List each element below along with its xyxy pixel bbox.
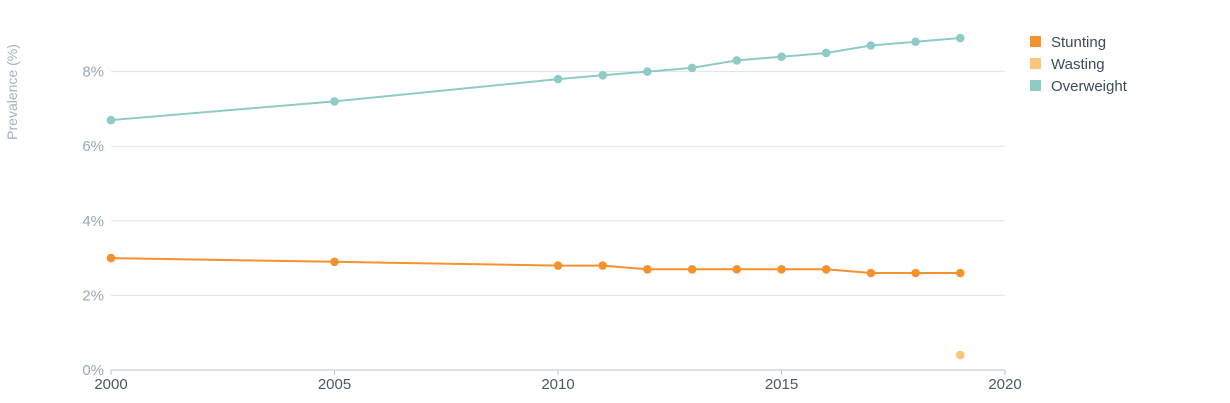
y-tick-label: 6% [82,138,104,155]
stunting-point[interactable] [821,264,831,274]
legend-label: Stunting [1051,34,1106,51]
stunting-point[interactable] [911,268,920,278]
legend: Stunting Wasting Overweight [1030,34,1128,95]
stunting-point[interactable] [732,264,742,274]
overweight-point[interactable] [598,71,607,80]
stunting-point[interactable] [643,264,652,274]
legend-swatch [1030,58,1041,69]
wasting-point[interactable] [956,350,965,360]
stunting-point[interactable] [687,264,697,274]
x-tick-label: 2015 [765,376,798,393]
overweight-point[interactable] [732,56,742,65]
stunting-point[interactable] [553,261,563,270]
legend-swatch [1030,80,1041,91]
y-tick-label: 4% [82,213,104,230]
legend-label: Overweight [1051,78,1128,95]
gridlines [111,71,1005,296]
y-axis-label: Prevalence (%) [4,44,20,140]
stunting-point[interactable] [777,264,786,274]
y-tick-label: 8% [82,64,104,81]
overweight-point[interactable] [330,97,339,106]
y-tick-label: 0% [82,362,104,379]
overweight-point[interactable] [911,37,920,47]
legend-item-stunting[interactable]: Stunting [1030,34,1106,51]
x-tick-label: 2005 [318,376,351,393]
overweight-point[interactable] [643,67,652,76]
legend-label: Wasting [1051,56,1105,73]
stunting-point[interactable] [598,261,607,270]
legend-swatch [1030,36,1041,47]
axes: 0% 2% 4% 6% 8% 2000 2005 2010 2015 2020 [82,64,1021,393]
series-lines [106,33,965,360]
stunting-line [110,257,961,274]
overweight-point[interactable] [956,33,965,43]
overweight-point[interactable] [106,115,116,125]
overweight-point[interactable] [777,52,786,61]
series-overweight [106,33,965,125]
legend-item-wasting[interactable]: Wasting [1030,56,1105,73]
legend-item-overweight[interactable]: Overweight [1030,78,1128,95]
stunting-point[interactable] [866,268,876,278]
x-tick-label: 2000 [94,376,127,393]
overweight-point[interactable] [553,74,563,84]
y-tick-label: 2% [82,287,104,304]
overweight-point[interactable] [821,48,831,58]
overweight-point[interactable] [687,63,697,73]
overweight-line [110,37,961,122]
stunting-point[interactable] [106,253,116,263]
x-tick-label: 2010 [541,376,574,393]
series-stunting [106,253,965,278]
stunting-point[interactable] [330,257,339,267]
x-tick-label: 2020 [988,376,1021,393]
overweight-point[interactable] [866,41,876,50]
series-wasting [956,350,965,360]
stunting-point[interactable] [956,268,965,278]
